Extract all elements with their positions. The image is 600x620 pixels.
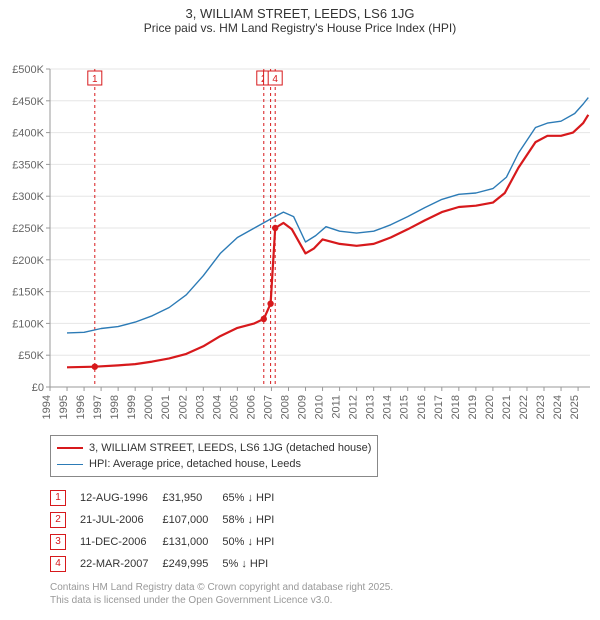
- transaction-date: 21-JUL-2006: [80, 509, 162, 531]
- y-tick-label: £300K: [12, 191, 44, 203]
- x-tick-label: 2025: [569, 395, 581, 419]
- table-row: 4 22-MAR-2007£249,9955% ↓ HPI: [50, 553, 288, 575]
- transactions-table: 1 12-AUG-1996£31,95065% ↓ HPI 2 21-JUL-2006…: [50, 487, 288, 575]
- y-tick-label: £0: [32, 382, 44, 394]
- y-tick-label: £150K: [12, 287, 44, 299]
- transaction-marker: 4: [50, 556, 66, 572]
- x-tick-label: 2011: [331, 395, 343, 419]
- data-marker: [272, 225, 278, 231]
- y-tick-label: £50K: [18, 350, 44, 362]
- x-tick-label: 2007: [262, 395, 274, 419]
- x-tick-label: 2013: [365, 395, 377, 419]
- transaction-price: £249,995: [162, 553, 222, 575]
- x-tick-label: 2006: [245, 395, 257, 419]
- x-tick-label: 2005: [228, 395, 240, 419]
- transaction-price: £107,000: [162, 509, 222, 531]
- transaction-diff: 58% ↓ HPI: [222, 509, 288, 531]
- series-line: [67, 115, 588, 367]
- x-tick-label: 1994: [41, 395, 53, 419]
- table-row: 2 21-JUL-2006£107,00058% ↓ HPI: [50, 509, 288, 531]
- table-row: 3 11-DEC-2006£131,00050% ↓ HPI: [50, 531, 288, 553]
- x-tick-label: 2022: [518, 395, 530, 419]
- x-tick-label: 2023: [535, 395, 547, 419]
- data-marker: [261, 316, 267, 322]
- transaction-marker: 2: [50, 512, 66, 528]
- legend-swatch: [57, 464, 83, 465]
- legend-item: 3, WILLIAM STREET, LEEDS, LS6 1JG (detac…: [57, 440, 371, 456]
- transaction-date: 11-DEC-2006: [80, 531, 162, 553]
- table-row: 1 12-AUG-1996£31,95065% ↓ HPI: [50, 487, 288, 509]
- x-tick-label: 1996: [75, 395, 87, 419]
- y-tick-label: £450K: [12, 96, 44, 108]
- y-tick-label: £400K: [12, 128, 44, 140]
- data-marker: [267, 300, 273, 306]
- transaction-date: 22-MAR-2007: [80, 553, 162, 575]
- y-tick-label: £500K: [12, 64, 44, 76]
- x-tick-label: 1997: [92, 395, 104, 419]
- chart-area: £0 £50K £100K £150K £200K £250K £300K £350K £400…: [0, 39, 600, 429]
- x-tick-label: 2016: [416, 395, 428, 419]
- footer-line2: This data is licensed under the Open Gov…: [50, 594, 588, 607]
- legend-label: HPI: Average price, detached house, Leed…: [89, 458, 301, 470]
- attribution-footer: Contains HM Land Registry data © Crown c…: [50, 581, 588, 607]
- transaction-diff: 65% ↓ HPI: [222, 487, 288, 509]
- x-tick-label: 1998: [109, 395, 121, 419]
- x-tick-label: 2018: [450, 395, 462, 419]
- transaction-diff: 50% ↓ HPI: [222, 531, 288, 553]
- marker-label: 1: [92, 74, 98, 85]
- x-tick-label: 2008: [279, 395, 291, 419]
- y-tick-label: £250K: [12, 223, 44, 235]
- x-tick-label: 2020: [484, 395, 496, 419]
- legend-swatch: [57, 447, 83, 449]
- x-tick-label: 2017: [433, 395, 445, 419]
- data-marker: [92, 363, 98, 369]
- x-tick-label: 1995: [58, 395, 70, 419]
- x-tick-label: 2010: [314, 395, 326, 419]
- x-tick-label: 2024: [552, 395, 564, 419]
- x-tick-label: 2021: [501, 395, 513, 419]
- chart-title-line2: Price paid vs. HM Land Registry's House …: [0, 21, 600, 39]
- x-tick-label: 1999: [126, 395, 138, 419]
- transaction-marker: 1: [50, 490, 66, 506]
- y-tick-label: £200K: [12, 255, 44, 267]
- x-tick-label: 2012: [348, 395, 360, 419]
- transaction-price: £31,950: [162, 487, 222, 509]
- x-tick-label: 2014: [382, 395, 394, 419]
- transaction-marker: 3: [50, 534, 66, 550]
- transaction-price: £131,000: [162, 531, 222, 553]
- x-tick-label: 2001: [160, 395, 172, 419]
- transaction-date: 12-AUG-1996: [80, 487, 162, 509]
- x-tick-label: 2015: [399, 395, 411, 419]
- x-tick-label: 2004: [211, 395, 223, 419]
- x-tick-label: 2019: [467, 395, 479, 419]
- legend-item: HPI: Average price, detached house, Leed…: [57, 456, 371, 472]
- price-chart: £0 £50K £100K £150K £200K £250K £300K £350K £400…: [0, 39, 600, 429]
- y-tick-label: £100K: [12, 318, 44, 330]
- marker-label: 4: [272, 74, 278, 85]
- chart-title-line1: 3, WILLIAM STREET, LEEDS, LS6 1JG: [0, 0, 600, 21]
- legend-label: 3, WILLIAM STREET, LEEDS, LS6 1JG (detac…: [89, 442, 371, 454]
- x-tick-label: 2009: [297, 395, 309, 419]
- x-tick-label: 2000: [143, 395, 155, 419]
- legend: 3, WILLIAM STREET, LEEDS, LS6 1JG (detac…: [50, 435, 378, 477]
- y-tick-label: £350K: [12, 159, 44, 171]
- transaction-diff: 5% ↓ HPI: [222, 553, 288, 575]
- x-tick-label: 2003: [194, 395, 206, 419]
- footer-line1: Contains HM Land Registry data © Crown c…: [50, 581, 588, 594]
- x-tick-label: 2002: [177, 395, 189, 419]
